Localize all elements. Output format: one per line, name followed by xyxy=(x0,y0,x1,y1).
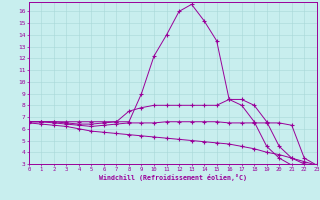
X-axis label: Windchill (Refroidissement éolien,°C): Windchill (Refroidissement éolien,°C) xyxy=(99,174,247,181)
